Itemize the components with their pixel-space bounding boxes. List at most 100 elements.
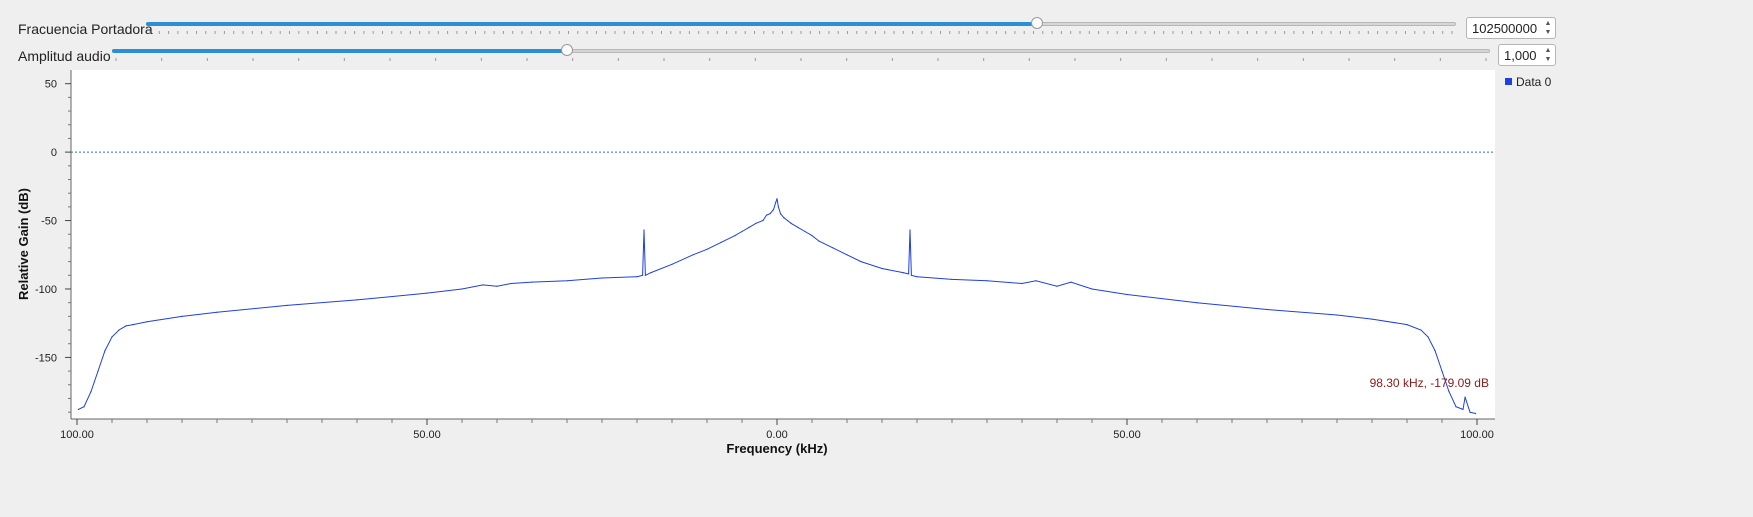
data-0-point [1469,411,1471,413]
y-tick-label: -150 [35,352,57,364]
legend-entry-data-0: Data 0 [1516,75,1552,89]
data-0-point [777,206,780,208]
data-0-point [797,226,799,228]
plot-canvas[interactable] [71,70,1495,419]
data-0-point [286,304,288,306]
data-0-point [181,315,183,317]
cursor-readout: 98.30 kHz, -179.09 dB [1370,376,1489,390]
data-0-point [90,391,92,393]
audio-amplitude-label: Amplitud audio [18,48,111,64]
data-0-point [1427,336,1429,338]
data-0-point [818,240,820,242]
data-0-point [916,276,918,278]
data-0-point [146,321,148,323]
data-0-point [734,235,736,237]
data-0-point [1455,406,1457,408]
y-axis-title: Relative Gain (dB) [16,188,31,300]
audio-amplitude-slider[interactable] [112,43,1490,61]
y-axis-ticks: 50 0 -50 -100 -150 [35,79,71,413]
data-0-point [811,235,813,237]
x-tick-label: 100.00 [1460,429,1494,441]
data-0-point [741,230,743,233]
data-0-point [1126,293,1128,296]
spin-arrows-icon[interactable]: ▲ ▼ [1544,47,1552,63]
data-0-point [636,276,638,278]
audio-slider-fill [112,49,567,53]
data-0-point [643,229,645,231]
data-0-trace [78,198,1476,414]
data-0-point [706,248,708,250]
data-0-point [776,198,778,200]
data-0-point [1420,329,1422,331]
data-0-point [356,299,358,301]
data-0-point [951,278,953,280]
data-0-point [720,241,722,243]
data-0-point [125,325,127,327]
data-0-point [902,272,904,274]
data-0-point [755,222,757,224]
data-0-point [986,280,988,282]
data-0-point [846,254,848,256]
data-0-point [910,274,913,276]
data-0-point [804,230,806,233]
data-0-point [426,292,428,294]
data-0-point [111,336,113,338]
audio-amplitude-row: Amplitud audio 1,000 ▲ ▼ [0,42,1753,70]
data-0-point [671,263,673,265]
spin-arrows-icon[interactable]: ▲ ▼ [1544,20,1552,36]
data-0-point [482,284,484,286]
data-0-point [1434,350,1436,352]
x-axis-title: Frequency (kHz) [726,441,827,456]
carrier-slider-handle[interactable] [1031,17,1043,29]
carrier-frequency-spinbox[interactable]: 102500000 ▲ ▼ [1466,17,1556,39]
data-0-point [642,274,644,276]
data-0-point [775,202,777,204]
data-0-point [748,226,750,228]
data-0-point [832,247,834,249]
data-0-point [496,285,498,287]
data-0-point [765,214,768,216]
audio-amplitude-spinbox[interactable]: 1,000 ▲ ▼ [1498,44,1556,66]
data-0-point [779,213,782,215]
data-0-point [783,217,785,219]
data-0-point [461,288,463,290]
data-0-point [1441,370,1443,372]
carrier-slider-fill [146,22,1037,26]
data-0-point [881,267,883,270]
data-0-point [644,274,647,276]
data-0-point [1448,391,1450,393]
y-tick-label: 0 [51,147,57,159]
data-0-point [1056,285,1058,287]
data-0-point [118,329,120,331]
data-0-point [1021,282,1023,285]
data-0-point [790,222,792,224]
audio-slider-handle[interactable] [561,44,573,56]
data-0-point [1336,314,1338,316]
data-0-point [510,282,512,285]
data-0-point [1070,281,1072,283]
x-tick-label: 0.00 [766,429,787,441]
data-0-point [104,350,106,352]
data-0-point [1035,280,1037,282]
y-tick-label: 50 [45,79,57,91]
carrier-frequency-label: Fracuencia Portadora [18,21,153,37]
legend-swatch [1505,78,1512,85]
y-tick-label: -50 [41,216,57,228]
audio-amplitude-value[interactable]: 1,000 [1504,48,1537,63]
carrier-slider-ticks [149,31,1453,34]
data-0-point [1196,302,1198,304]
data-0-point [860,261,862,263]
x-axis-ticks: 100.00 50.00 0.00 50.00 100.00 [60,419,1494,441]
data-0-point [909,229,911,231]
data-0-point [769,213,771,215]
data-0-point [1475,412,1477,415]
data-0-point [601,277,603,279]
carrier-frequency-slider[interactable] [146,16,1456,34]
x-tick-label: 50.00 [413,429,441,441]
data-0-point [132,324,134,326]
data-0-points [77,198,1477,415]
carrier-frequency-value[interactable]: 102500000 [1472,21,1538,36]
data-0-point [531,281,533,283]
x-tick-label: 50.00 [1113,429,1141,441]
